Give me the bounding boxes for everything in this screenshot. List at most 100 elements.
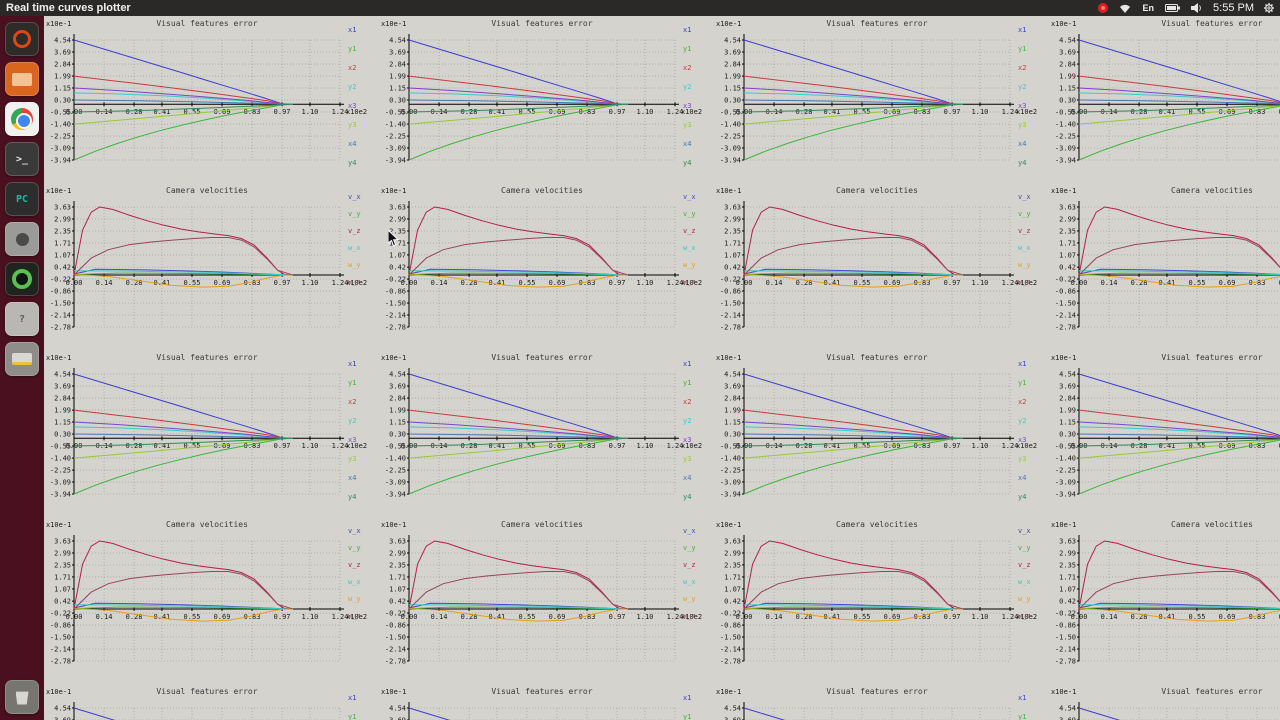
launcher-chrome[interactable]	[5, 102, 39, 136]
plot-cell-vfe: 4.543.692.841.991.150.30-0.55-1.40-2.25-…	[379, 684, 714, 720]
launcher-joystick-app[interactable]	[5, 222, 39, 256]
tick-label: 0.14	[766, 442, 783, 450]
series-x4	[1078, 99, 1280, 105]
series-x4	[408, 99, 628, 105]
legend-label: x3	[683, 436, 691, 444]
tick-label: 0.41	[824, 613, 841, 621]
tick-label: 0.97	[274, 279, 291, 287]
legend-label: x2	[683, 64, 691, 72]
x-scale-label: x10e2	[346, 108, 367, 116]
session-gear-icon[interactable]	[1263, 2, 1275, 14]
series-x1	[408, 373, 628, 439]
terminal-icon: >_	[15, 153, 29, 165]
tick-label: -0.86	[720, 288, 741, 296]
x-scale-label: x10e2	[1016, 108, 1037, 116]
series-y4	[1078, 438, 1280, 447]
tick-label: 0.97	[944, 279, 961, 287]
series-x1	[743, 707, 786, 720]
series-x1	[408, 707, 451, 720]
tick-label: -1.50	[385, 634, 406, 642]
tick-label: 2.35	[1059, 227, 1076, 235]
launcher-files[interactable]	[5, 62, 39, 96]
tick-label: -2.78	[385, 324, 406, 332]
legend-label: v_x	[1018, 527, 1031, 535]
launcher-terminal[interactable]: >_	[5, 142, 39, 176]
plot-title: Visual features error	[1161, 687, 1262, 696]
volume-icon[interactable]	[1190, 2, 1204, 14]
legend-label: v_z	[683, 561, 696, 569]
tick-label: 1.24	[332, 108, 349, 116]
launcher-trash[interactable]	[5, 680, 39, 714]
plot-vfe: 4.543.692.841.991.150.30-0.55-1.40-2.25-…	[716, 687, 1026, 720]
tick-label: -1.40	[720, 455, 741, 463]
plot-vfe: 4.543.692.841.991.150.30-0.55-1.40-2.25-…	[381, 687, 691, 720]
tick-label: -1.50	[720, 634, 741, 642]
series-x1	[73, 707, 116, 720]
y-scale-label: x10e-1	[381, 354, 406, 362]
tick-label: -3.94	[720, 157, 741, 165]
tick-label: -3.94	[385, 157, 406, 165]
series-v_z	[743, 540, 963, 610]
legend-label: x1	[1018, 694, 1026, 702]
y-scale-label: x10e-1	[46, 20, 71, 28]
tick-label: 2.99	[389, 549, 406, 557]
tick-label: 3.63	[54, 204, 71, 212]
x-scale-label: x10e2	[681, 442, 702, 450]
record-icon[interactable]	[1097, 2, 1109, 14]
launcher-help[interactable]: ?	[5, 302, 39, 336]
plot-title: Camera velocities	[836, 520, 918, 529]
tick-label: -2.25	[385, 133, 406, 141]
launcher-printer-app[interactable]	[5, 342, 39, 376]
launcher-camera-app[interactable]	[5, 262, 39, 296]
tick-label: -2.25	[720, 467, 741, 475]
series-v_z	[1078, 206, 1280, 276]
tick-label: 0.00	[1071, 442, 1088, 450]
series-v_x	[1078, 602, 1280, 609]
tick-label: -0.55	[385, 109, 406, 117]
plot-title: Camera velocities	[166, 520, 248, 529]
tick-label: 0.83	[914, 108, 931, 116]
tick-label: -2.25	[385, 467, 406, 475]
tick-label: 0.41	[489, 279, 506, 287]
legend-label: w_x	[683, 578, 696, 586]
series-w_x	[73, 604, 293, 610]
tick-label: 1.07	[1059, 251, 1076, 259]
series-v_z	[73, 206, 293, 276]
plot-vfe: 4.543.692.841.991.150.30-0.55-1.40-2.25-…	[716, 19, 1037, 167]
tick-label: 2.35	[54, 227, 71, 235]
series-x4	[408, 433, 628, 439]
launcher-pc-app[interactable]: PC	[5, 182, 39, 216]
plotter-workspace: 4.54 3.69 2.84 1.99 1.15 0.30 -0.55 -1.40 -2.25 -…	[44, 16, 1280, 720]
y-scale-label: x10e-1	[1051, 354, 1076, 362]
tick-label: 1.24	[1002, 279, 1019, 287]
plot-vfe: 4.543.692.841.991.150.30-0.55-1.40-2.25-…	[1051, 687, 1280, 720]
tick-label: 0.30	[54, 431, 71, 439]
tick-label: 0.41	[489, 613, 506, 621]
plot-vfe: 4.543.692.841.991.150.30-0.55-1.40-2.25-…	[381, 19, 702, 167]
x-scale-label: x10e2	[681, 108, 702, 116]
tick-label: 0.69	[214, 108, 231, 116]
keyboard-indicator[interactable]: En	[1142, 3, 1155, 13]
legend-label: y4	[1018, 159, 1026, 167]
tick-label: -1.50	[50, 634, 71, 642]
tick-label: -2.78	[1055, 324, 1076, 332]
tick-label: 0.41	[154, 108, 171, 116]
legend-label: y2	[683, 83, 691, 91]
legend-label: y3	[348, 121, 356, 129]
network-icon[interactable]	[1118, 2, 1132, 14]
clock[interactable]: 5:55 PM	[1213, 2, 1254, 14]
tick-label: 0.83	[244, 108, 261, 116]
plot-cell-cv: 3.63 2.99 2.35 1.71 1.07 0.42 -0.22 -0.86 -1.50 -…	[44, 517, 379, 684]
tick-label: 0.55	[184, 613, 201, 621]
battery-icon[interactable]	[1165, 3, 1181, 13]
tick-label: 0.41	[154, 613, 171, 621]
tick-label: 0.69	[1219, 108, 1236, 116]
legend-label: y1	[348, 379, 356, 387]
legend-label: y4	[348, 159, 356, 167]
plot-vfe: 4.543.692.841.991.150.30-0.55-1.40-2.25-…	[381, 353, 702, 501]
launcher-dash-home[interactable]	[5, 22, 39, 56]
tick-label: 0.97	[944, 108, 961, 116]
series-w_z	[73, 571, 293, 610]
tick-label: 0.14	[431, 279, 448, 287]
